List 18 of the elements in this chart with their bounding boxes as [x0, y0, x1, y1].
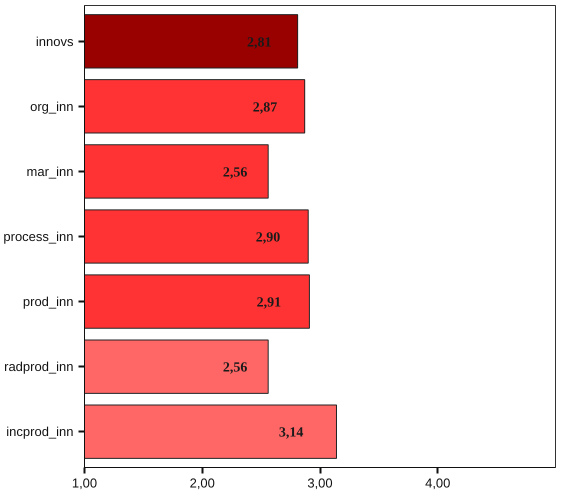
y-tick-label: prod_inn [22, 294, 74, 310]
x-tick-label: 3,00 [307, 476, 333, 490]
data-label: 3,14 [278, 426, 304, 441]
data-label: 2,87 [252, 100, 278, 116]
data-label: 2,81 [247, 35, 272, 50]
data-label: 2,56 [222, 165, 248, 180]
data-label: 2,91 [256, 296, 282, 311]
x-tick-label: 4,00 [425, 476, 450, 490]
y-tick-label: radprod_inn [4, 359, 74, 374]
y-tick-label: mar_inn [26, 164, 74, 179]
y-tick-label: incprod_inn [6, 424, 74, 440]
y-tick-label: innovs [36, 34, 74, 49]
data-label: 2,90 [256, 230, 280, 246]
data-label: 2,56 [222, 360, 248, 376]
x-tick-label: 2,00 [190, 476, 215, 490]
y-tick-label: org_inn [30, 98, 74, 114]
x-tick-label: 1,00 [72, 476, 98, 490]
y-tick-label: process_inn [3, 229, 74, 244]
